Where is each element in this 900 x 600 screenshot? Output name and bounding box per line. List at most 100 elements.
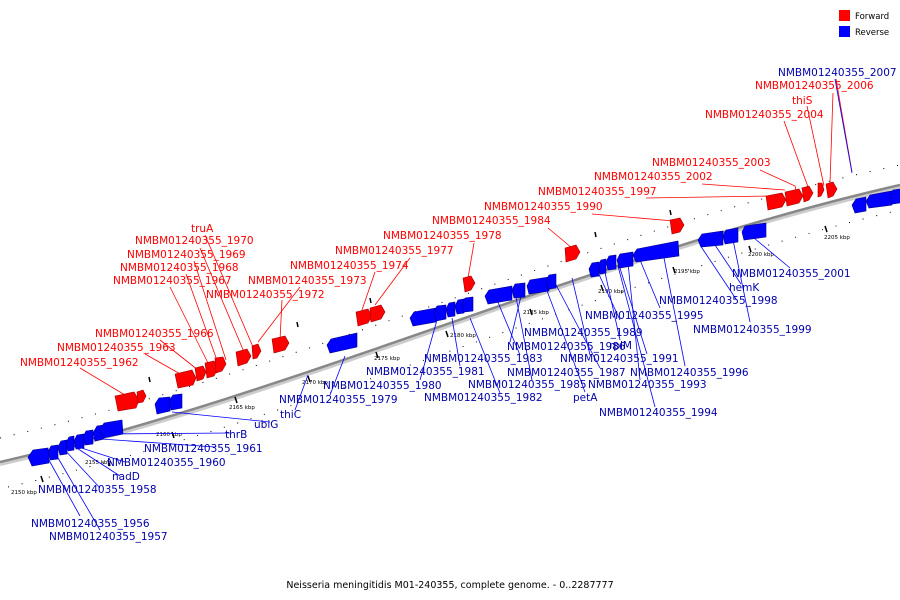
tick-label: 2195 kbp [674,269,700,275]
gene-reverse[interactable] [461,296,474,313]
genome-backbone-shadow [0,185,900,466]
forward-leader-line [467,242,475,279]
gene-forward[interactable] [235,348,252,367]
gene-forward[interactable] [817,182,825,198]
reverse-leader-line [105,432,231,435]
gene-forward[interactable] [784,188,804,207]
gene-reverse[interactable] [326,332,358,354]
forward-leader-line [806,105,825,187]
reverse-leader-line [419,319,438,381]
gene-reverse[interactable] [99,419,124,439]
reverse-leader-line [44,452,81,517]
gene-reverse[interactable] [511,282,526,299]
tick-mark-2190 [600,284,604,292]
reverse-leader-line [86,437,216,448]
gene-label: NMBM01240355_1998 [659,295,778,307]
gene-reverse[interactable] [57,439,68,456]
reverse-leader-line [329,355,346,396]
gene-label: NMBM01240355_1977 [335,245,454,257]
gene-reverse[interactable] [697,230,724,248]
gene-label: NMBM01240355_1969 [127,249,246,261]
gene-forward[interactable] [194,365,207,382]
gene-forward[interactable] [355,308,373,327]
gene-reverse[interactable] [741,222,767,241]
reverse-leader-line [554,282,601,369]
gene-forward[interactable] [271,335,290,354]
reverse-leader-line [451,317,461,367]
gene-forward[interactable] [801,185,814,203]
tick-mark-2170 [307,375,311,383]
gene-reverse[interactable] [526,276,550,295]
gene-forward[interactable] [214,356,227,374]
gene-forward[interactable] [251,343,262,360]
gene-label: NMBM01240355_1995 [585,310,704,322]
gene-reverse[interactable] [65,435,75,452]
gene-forward[interactable] [462,275,476,293]
gene-reverse[interactable] [168,393,183,411]
forward-leader-line [193,260,227,361]
gene-label: nadD [112,471,140,483]
gene-forward[interactable] [825,181,838,199]
tick-mark-upper-1 [148,376,151,383]
gene-reverse[interactable] [73,433,85,450]
gene-reverse[interactable] [433,304,447,322]
legend: Forward Reverse [839,10,889,38]
forward-leader-line [199,247,245,353]
gene-label: NMBM01240355_1967 [113,275,232,287]
gene-label: thrB [225,429,247,441]
forward-leader-line [829,92,834,184]
gene-forward[interactable] [369,304,386,323]
gene-label: NMBM01240355_1985 [468,379,587,391]
gene-label: NMBM01240355_1984 [432,215,551,227]
gene-reverse[interactable] [27,447,50,467]
gene-reverse[interactable] [545,273,557,290]
gene-label: NMBM01240355_1990 [484,201,603,213]
gene-forward[interactable] [136,389,147,404]
tick-mark-2205 [824,225,828,233]
tick-label: 2155 kbp [85,460,111,466]
gene-label: hemK [729,282,760,294]
major-ticks [40,209,828,483]
gene-reverse[interactable] [889,188,900,205]
gene-forward[interactable] [174,369,197,389]
gene-reverse[interactable] [597,258,607,275]
gene-label: NMBM01240355_1962 [20,357,139,369]
gene-reverse[interactable] [445,301,456,318]
gene-label: petA [573,392,598,404]
tick-label: 2185 kbp [523,310,549,316]
gene-reverse[interactable] [47,444,59,461]
gene-label: NMBM01240355_1968 [120,262,239,274]
gene-reverse[interactable] [851,196,867,214]
reverse-genes [27,188,900,467]
gene-forward[interactable] [669,217,685,235]
gene-reverse[interactable] [154,396,171,415]
forward-leader-line [361,271,376,311]
gene-forward[interactable] [564,244,581,263]
tick-mark-2180 [445,330,449,338]
gene-label: NMBM01240355_1993 [588,379,707,391]
gene-label: NMBM01240355_1963 [57,342,176,354]
gene-label: NMBM01240355_1970 [135,235,254,247]
gene-forward[interactable] [765,192,787,211]
gene-reverse[interactable] [616,251,634,269]
gene-reverse[interactable] [605,254,617,271]
gene-reverse[interactable] [82,429,94,446]
forward-leader-line [547,227,573,249]
gene-label: NMBM01240355_1960 [107,457,226,469]
gene-reverse[interactable] [722,227,739,245]
gene-label: NMBM01240355_1956 [31,518,150,530]
forward-leader-lines [79,78,853,396]
gene-reverse[interactable] [588,261,600,278]
forward-leader-line [279,299,283,341]
forward-leader-line [144,353,183,376]
gene-label: NMBM01240355_2003 [652,157,771,169]
figure-caption: Neisseria meningitidis M01-240355, compl… [286,580,613,591]
gene-reverse[interactable] [484,285,513,305]
gene-reverse[interactable] [632,240,680,263]
tick-mark-upper-4 [594,231,597,238]
gene-label: NMBM01240355_1987 [507,367,626,379]
gene-forward[interactable] [114,391,140,412]
forward-leader-line [645,195,774,199]
gene-reverse[interactable] [409,307,437,327]
